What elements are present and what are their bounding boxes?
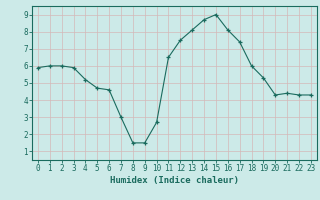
X-axis label: Humidex (Indice chaleur): Humidex (Indice chaleur)	[110, 176, 239, 185]
